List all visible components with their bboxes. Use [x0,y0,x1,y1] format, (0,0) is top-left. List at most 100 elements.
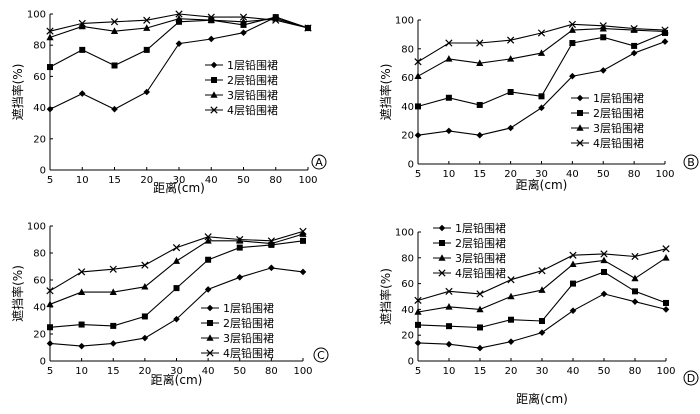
y-tick-label: 20 [401,131,414,142]
y-tick-label: 60 [33,72,46,83]
legend-item: 3层铅围裙 [205,88,278,102]
data-point [445,94,452,101]
legend-item: 2层铅围裙 [571,106,644,120]
data-point [173,315,180,323]
data-point [508,316,514,323]
series-4 [414,245,670,304]
data-point [661,38,669,45]
data-point [476,59,484,66]
data-point [538,267,546,275]
data-point [600,256,608,264]
data-point [632,288,638,295]
data-point [141,282,149,290]
series-4 [414,20,669,66]
data-point [415,321,421,328]
data-point [143,88,151,96]
data-point [172,257,181,264]
legend-label: 3层铅围裙 [227,88,278,102]
legend-item: 3层铅围裙 [571,121,644,135]
legend-marker [576,94,584,102]
data-point [507,292,515,300]
x-tick-label: 80 [265,366,278,377]
y-axis-title: 遮挡率(%) [378,64,393,121]
data-point [204,286,212,293]
data-point [662,254,670,261]
data-point [46,287,54,295]
data-point [78,90,86,97]
data-point [78,288,86,295]
x-tick-label: 10 [76,175,89,186]
data-point [599,22,607,30]
legend-marker [207,320,213,326]
data-point [78,342,85,350]
x-tick-label: 10 [443,366,456,377]
panel-letter-circle [311,154,327,170]
legend-marker [206,349,214,357]
data-point [236,235,244,244]
series-1 [46,264,307,350]
data-point [476,131,484,139]
x-axis-title: 距离(cm) [153,180,205,195]
y-tick-label: 0 [40,357,46,368]
data-point [661,26,669,34]
data-point [175,40,183,47]
x-tick-label: 5 [415,169,421,180]
x-tick-label: 20 [505,366,518,377]
legend-marker [206,304,214,312]
legend-marker [439,240,445,246]
x-tick-label: 30 [536,366,549,377]
data-point [267,237,275,245]
legend-item: 4层铅围裙 [205,103,278,117]
data-point [141,334,149,342]
legend-label: 4层铅围裙 [455,266,506,280]
legend-marker [576,124,584,131]
series-3 [414,254,670,315]
data-point [538,93,545,100]
x-tick-label: 50 [597,169,610,180]
panel-letter-text: C [317,349,325,362]
data-point [143,24,151,31]
data-point [143,16,151,24]
x-tick-label: 100 [298,175,317,186]
data-point [46,300,54,308]
series-4 [46,227,307,295]
panel-letter: A [311,154,327,170]
y-tick-label: 0 [40,166,46,177]
legend-label: 2层铅围裙 [227,73,278,87]
data-point [414,72,422,79]
data-point [267,239,275,247]
legend-label: 2层铅围裙 [593,106,644,120]
data-point [304,24,312,32]
legend-marker [210,61,218,69]
x-axis-title: 距离(cm) [516,177,568,192]
data-point [272,16,280,24]
x-axis-title: 距离(cm) [151,372,203,387]
legend-label: 1层铅围裙 [593,91,644,105]
data-point [268,264,275,272]
data-point [569,260,577,268]
data-point [236,274,244,281]
data-point [568,20,576,28]
data-point [600,290,608,298]
panel-letter-circle [313,347,329,363]
data-point [538,286,546,293]
x-tick-label: 10 [75,366,88,377]
data-point [631,274,639,282]
panel-letter-text: A [315,156,323,169]
y-tick-label: 0 [408,160,414,171]
legend-item: 1层铅围裙 [571,91,644,105]
data-point [240,29,247,37]
x-tick-label: 10 [443,169,456,180]
data-point [299,230,307,237]
data-point [445,39,453,47]
data-point [537,49,546,56]
legend-item: 3层铅围裙 [201,331,274,345]
data-point [631,298,639,305]
data-point [476,290,484,298]
legend-item: 1层铅围裙 [201,301,274,315]
data-point [78,22,86,30]
y-tick-label: 100 [395,228,414,239]
